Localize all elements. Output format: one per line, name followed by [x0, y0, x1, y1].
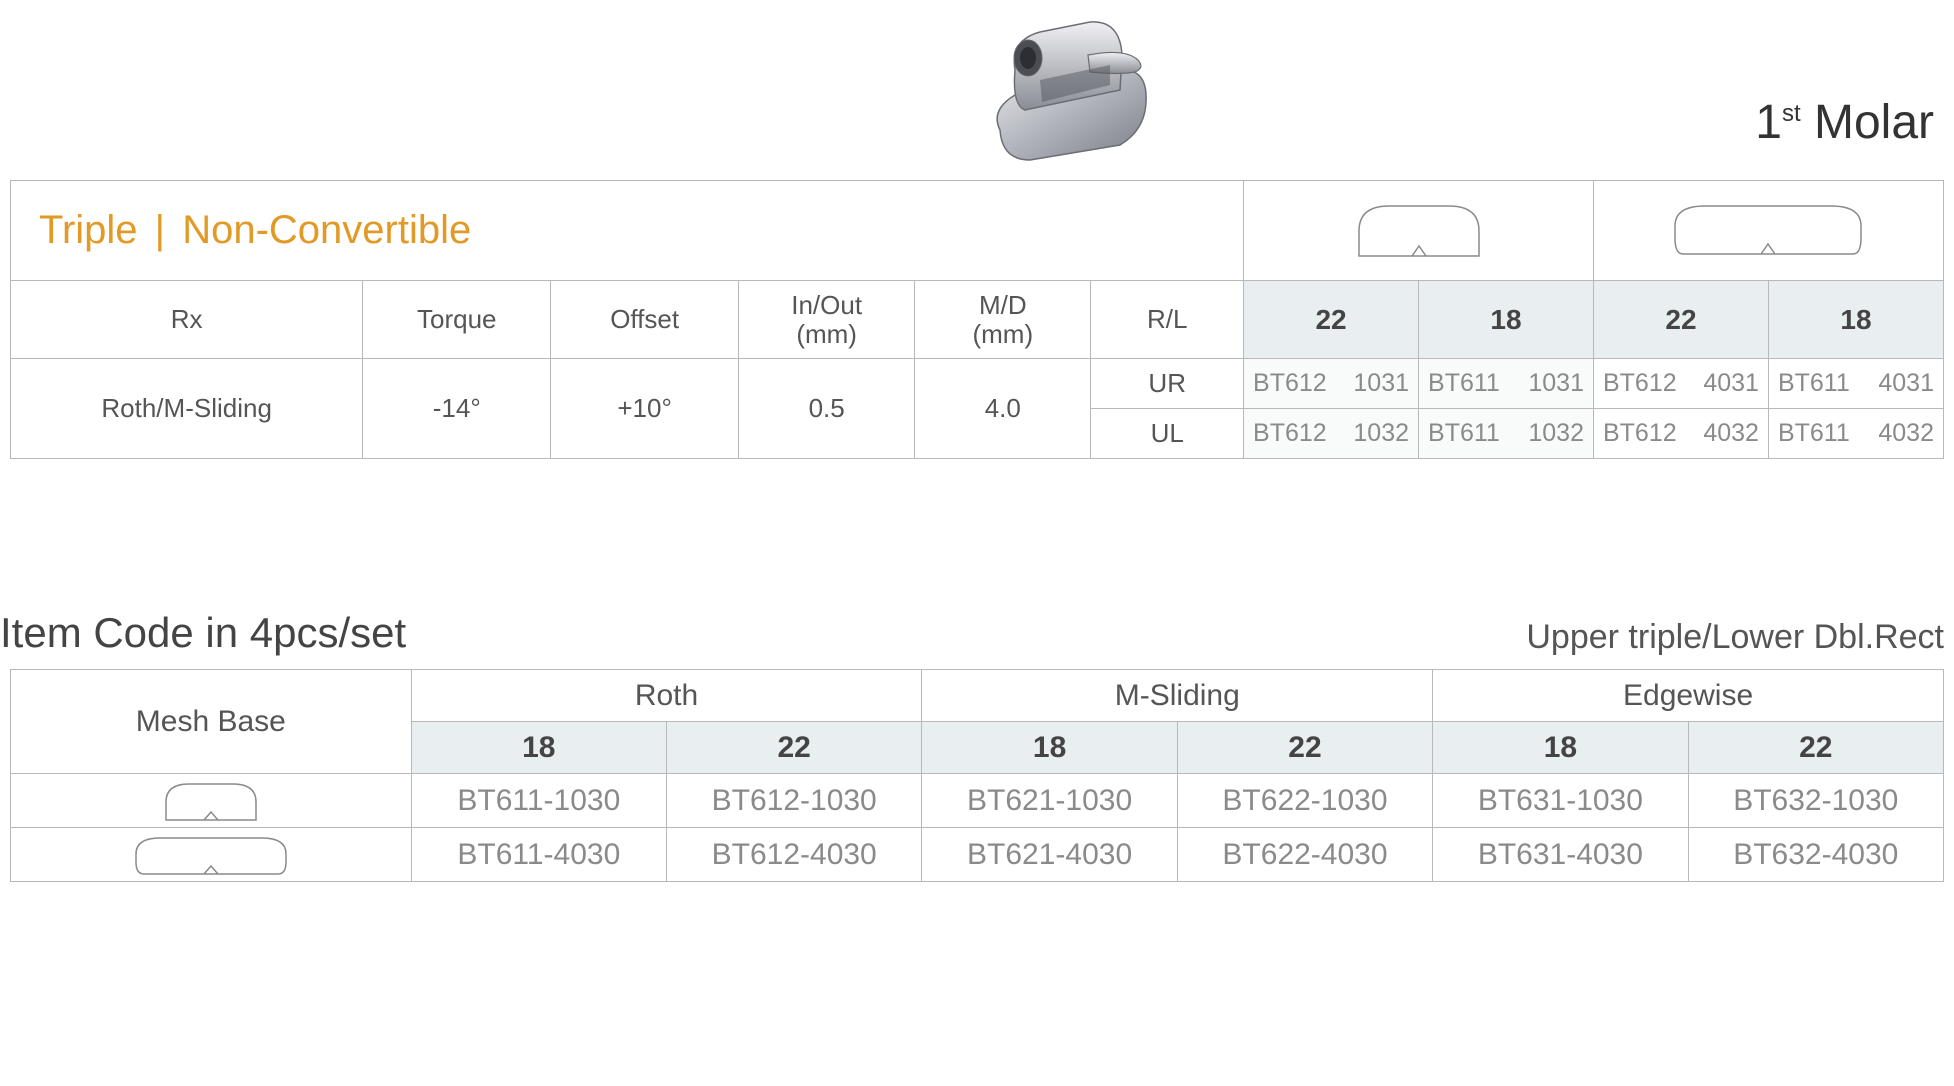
title-pipe: | — [155, 208, 165, 252]
header-row: 1st Molar — [10, 0, 1944, 180]
grp-roth: Roth — [411, 670, 922, 722]
spec-table: Triple | Non-Convertible Rx Torque Offse… — [10, 180, 1944, 459]
roth-22: 22 — [667, 722, 922, 774]
code-ul-b18: BT6114032 — [1768, 409, 1943, 459]
title-a: Triple — [39, 208, 138, 252]
molar-suffix: st — [1782, 100, 1801, 127]
hdr-inout: In/Out (mm) — [739, 281, 915, 359]
shape-narrow-row — [11, 774, 412, 828]
hdr-inout-t: In/Out — [791, 290, 862, 320]
shape-narrow-hdr — [1244, 181, 1594, 281]
r0-ms22: BT622-1030 — [1177, 774, 1432, 828]
r0-ew18: BT631-1030 — [1433, 774, 1688, 828]
grp-edgewise: Edgewise — [1433, 670, 1944, 722]
val-rl-ul: UL — [1091, 409, 1244, 459]
section2-header: Item Code in 4pcs/set Upper triple/Lower… — [10, 609, 1944, 657]
ew-22: 22 — [1688, 722, 1943, 774]
val-rl-ur: UR — [1091, 359, 1244, 409]
molar-label: 1st Molar — [1755, 95, 1934, 150]
section2-subtitle: Upper triple/Lower Dbl.Rect — [1526, 618, 1944, 657]
shape-wide-hdr — [1593, 181, 1943, 281]
size-b22: 22 — [1593, 281, 1768, 359]
molar-word: Molar — [1801, 96, 1934, 149]
title-b: Non-Convertible — [182, 208, 471, 252]
r1-ms18: BT621-4030 — [922, 828, 1177, 882]
mesh-base-label: Mesh Base — [11, 670, 412, 774]
code-ur-a18: BT6111031 — [1419, 359, 1594, 409]
r1-roth18: BT611-4030 — [411, 828, 666, 882]
hdr-md-t: M/D — [979, 290, 1027, 320]
r1-ew22: BT632-4030 — [1688, 828, 1943, 882]
size-a22: 22 — [1244, 281, 1419, 359]
hdr-offset: Offset — [551, 281, 739, 359]
r1-ms22: BT622-4030 — [1177, 828, 1432, 882]
r0-roth18: BT611-1030 — [411, 774, 666, 828]
hdr-md-s: (mm) — [919, 320, 1086, 349]
val-offset: +10° — [551, 359, 739, 459]
product-image — [970, 10, 1170, 175]
hdr-md: M/D (mm) — [915, 281, 1091, 359]
val-inout: 0.5 — [739, 359, 915, 459]
val-rx: Roth/M-Sliding — [11, 359, 363, 459]
hdr-rl: R/L — [1091, 281, 1244, 359]
grp-msliding: M-Sliding — [922, 670, 1433, 722]
r0-roth22: BT612-1030 — [667, 774, 922, 828]
shape-wide-row — [11, 828, 412, 882]
ms-22: 22 — [1177, 722, 1432, 774]
hdr-torque: Torque — [363, 281, 551, 359]
hdr-rx: Rx — [11, 281, 363, 359]
val-md: 4.0 — [915, 359, 1091, 459]
val-torque: -14° — [363, 359, 551, 459]
table-title: Triple | Non-Convertible — [11, 181, 1244, 281]
size-b18: 18 — [1768, 281, 1943, 359]
code-ul-b22: BT6124032 — [1593, 409, 1768, 459]
section2-title: Item Code in 4pcs/set — [0, 609, 406, 657]
ms-18: 18 — [922, 722, 1177, 774]
r1-roth22: BT612-4030 — [667, 828, 922, 882]
code-ul-a22: BT6121032 — [1244, 409, 1419, 459]
r0-ew22: BT632-1030 — [1688, 774, 1943, 828]
r1-ew18: BT631-4030 — [1433, 828, 1688, 882]
code-ul-a18: BT6111032 — [1419, 409, 1594, 459]
item-code-table: Mesh Base Roth M-Sliding Edgewise 18 22 … — [10, 669, 1944, 882]
code-ur-b22: BT6124031 — [1593, 359, 1768, 409]
roth-18: 18 — [411, 722, 666, 774]
ew-18: 18 — [1433, 722, 1688, 774]
size-a18: 18 — [1419, 281, 1594, 359]
r0-ms18: BT621-1030 — [922, 774, 1177, 828]
molar-num: 1 — [1755, 96, 1782, 149]
code-ur-a22: BT6121031 — [1244, 359, 1419, 409]
hdr-inout-s: (mm) — [743, 320, 910, 349]
code-ur-b18: BT6114031 — [1768, 359, 1943, 409]
